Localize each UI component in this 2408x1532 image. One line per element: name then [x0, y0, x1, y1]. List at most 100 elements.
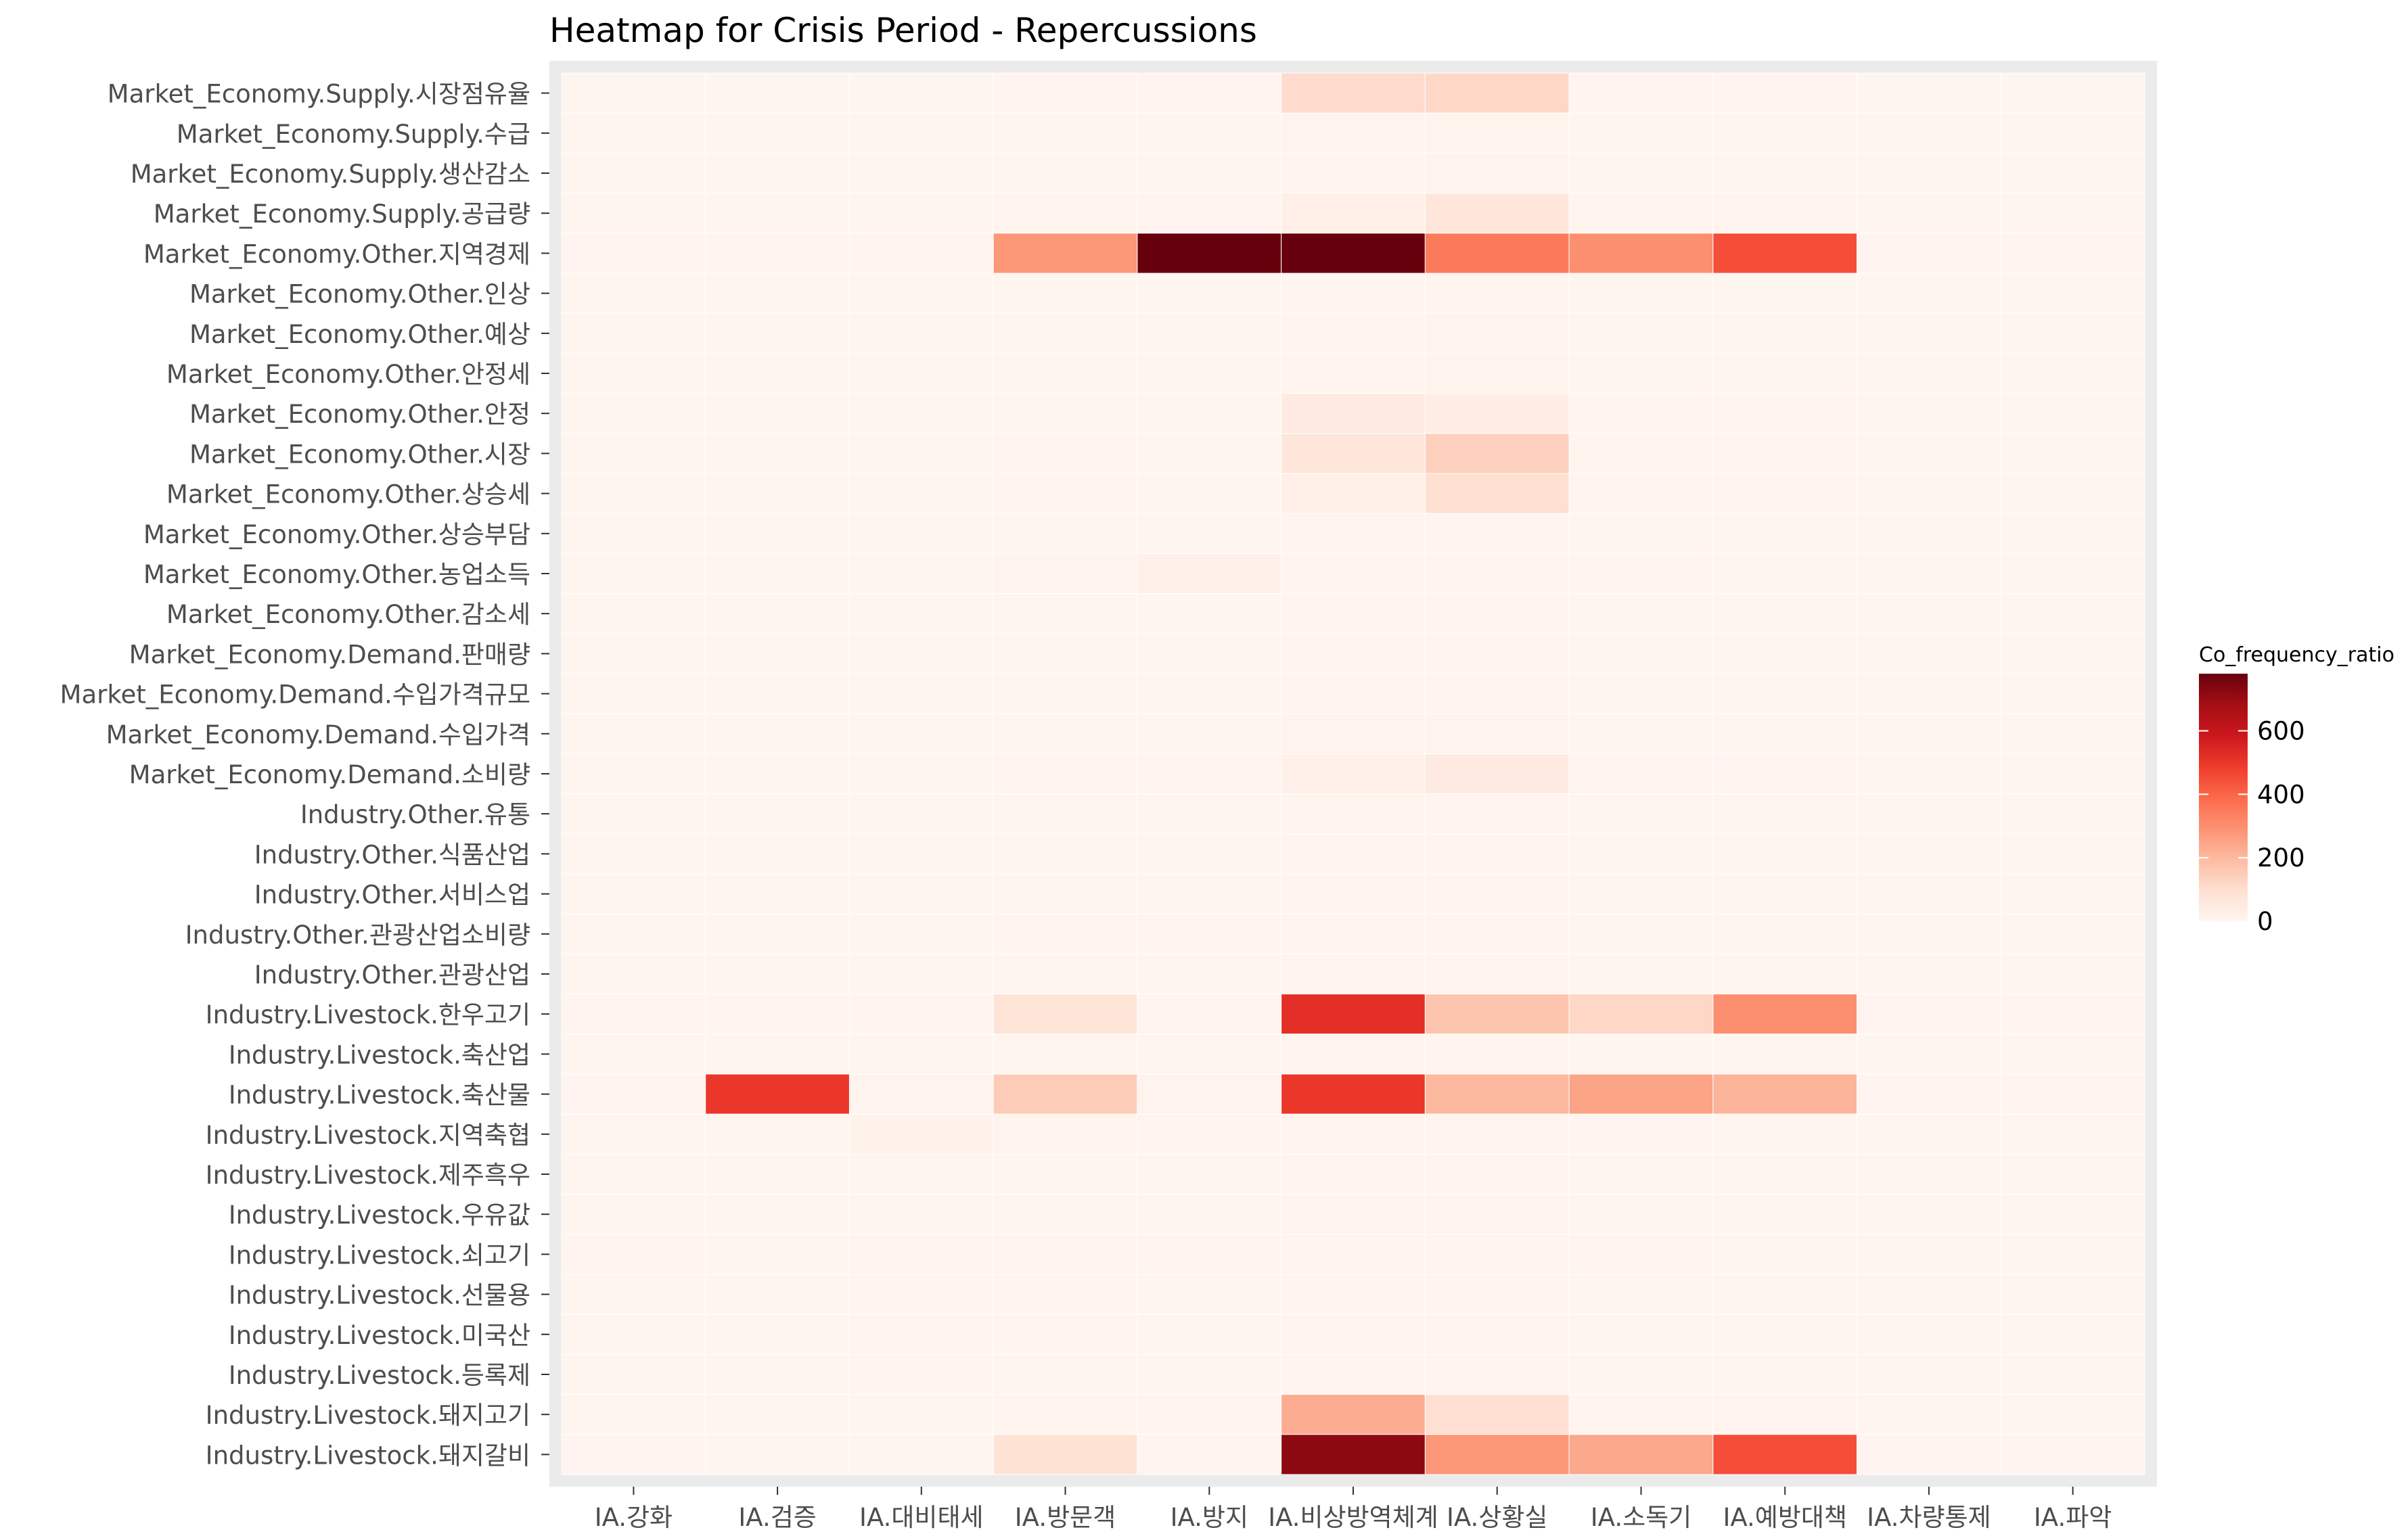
heatmap-cell [1712, 152, 1858, 194]
heatmap-cell [1857, 233, 2001, 274]
heatmap-cell [1712, 193, 1858, 234]
heatmap-cell [1137, 673, 1282, 714]
heatmap-cell [1712, 913, 1858, 954]
heatmap-cell [1281, 1353, 1426, 1395]
heatmap-cell [1281, 352, 1426, 394]
heatmap-cell [993, 553, 1138, 595]
heatmap-cell [848, 793, 994, 835]
heatmap-cell [1857, 913, 2001, 954]
heatmap-cell [1857, 1394, 2001, 1435]
heatmap-cell [993, 1153, 1138, 1195]
heatmap-cell [1857, 352, 2001, 394]
heatmap-cell [1137, 433, 1282, 474]
heatmap-cell [848, 673, 994, 714]
heatmap-cell [1137, 593, 1282, 634]
heatmap-cell [1712, 793, 1858, 835]
legend-title: Co_frequency_ratio [2199, 643, 2394, 667]
heatmap-cell [2000, 753, 2145, 795]
heatmap-cell [848, 633, 994, 674]
heatmap-cell [1424, 312, 1570, 354]
heatmap-cell [1424, 433, 1570, 474]
heatmap-cell [705, 1353, 850, 1395]
heatmap-cell [1712, 673, 1858, 714]
y-tick-label: Market_Economy.Demand.수입가격규모 [60, 680, 530, 710]
heatmap-cell [2000, 273, 2145, 314]
heatmap-cell [993, 1314, 1138, 1355]
heatmap-cell [993, 152, 1138, 194]
heatmap-cell [2000, 1353, 2145, 1395]
heatmap-cell [1712, 833, 1858, 875]
heatmap-cell [2000, 793, 2145, 835]
heatmap-cell [1281, 233, 1426, 274]
heatmap-cell [993, 673, 1138, 714]
heatmap-cell [1281, 393, 1426, 434]
heatmap-cell [2000, 553, 2145, 595]
heatmap-cell [705, 1113, 850, 1155]
heatmap-cell [993, 1274, 1138, 1315]
heatmap-cell [1857, 1353, 2001, 1395]
heatmap-cell [993, 833, 1138, 875]
heatmap-cell [1424, 1274, 1570, 1315]
y-axis-labels: Market_Economy.Supply.시장점유율 Market_Econom… [60, 80, 549, 1470]
heatmap-cell [1137, 953, 1282, 995]
heatmap-cell [2000, 673, 2145, 714]
heatmap-cell [1281, 994, 1426, 1035]
x-tick-label: IA.대비태세 [859, 1503, 984, 1532]
heatmap-cell [2000, 1113, 2145, 1155]
heatmap-cell [561, 513, 706, 554]
heatmap-cell [1712, 953, 1858, 995]
heatmap-cell [2000, 112, 2145, 154]
heatmap-cell [1568, 593, 1714, 634]
legend-tick-label: 400 [2257, 780, 2305, 809]
heatmap-cell [705, 1314, 850, 1355]
heatmap-cell [705, 193, 850, 234]
heatmap-cell [1137, 994, 1282, 1035]
heatmap-cell [1137, 913, 1282, 954]
heatmap-cell [705, 994, 850, 1035]
heatmap-cell [1281, 953, 1426, 995]
heatmap-cell [1712, 1353, 1858, 1395]
heatmap-cell [561, 593, 706, 634]
heatmap-cell [1712, 1194, 1858, 1235]
heatmap-cell [561, 1153, 706, 1195]
heatmap-cell [993, 1234, 1138, 1275]
y-tick-label: Industry.Livestock.축산업 [229, 1040, 530, 1069]
heatmap-cell [1281, 193, 1426, 234]
y-tick-label: Market_Economy.Other.상승부담 [143, 520, 530, 549]
heatmap-cell [705, 233, 850, 274]
heatmap-cell [848, 1353, 994, 1395]
heatmap-cell [705, 72, 850, 114]
heatmap-cell [1281, 793, 1426, 835]
heatmap-cell [561, 753, 706, 795]
heatmap-cell [1424, 112, 1570, 154]
heatmap-cell [1712, 233, 1858, 274]
heatmap-cell [705, 793, 850, 835]
heatmap-cell [848, 713, 994, 754]
heatmap-cell [705, 352, 850, 394]
y-tick-label: Industry.Livestock.등록제 [229, 1361, 530, 1390]
heatmap-cell [1424, 1034, 1570, 1075]
heatmap-cell [1424, 1153, 1570, 1195]
heatmap-cell [1137, 793, 1282, 835]
heatmap-cell [561, 1314, 706, 1355]
heatmap-cell [1712, 633, 1858, 674]
heatmap-cell [1137, 1113, 1282, 1155]
heatmap-cell [993, 1434, 1138, 1475]
heatmap-cell [705, 1153, 850, 1195]
heatmap-cell [1712, 1034, 1858, 1075]
heatmap-cell [1281, 593, 1426, 634]
heatmap-cell [1857, 273, 2001, 314]
heatmap-cell [705, 713, 850, 754]
heatmap-cell [1424, 1394, 1570, 1435]
heatmap-cell [1568, 1434, 1714, 1475]
heatmap-cell [1137, 72, 1282, 114]
heatmap-cell [1857, 633, 2001, 674]
heatmap-cell [1857, 433, 2001, 474]
heatmap-cell [993, 1113, 1138, 1155]
heatmap-cell [705, 1234, 850, 1275]
heatmap-cell [848, 1194, 994, 1235]
heatmap-cell [1281, 673, 1426, 714]
heatmap-cell [1712, 1314, 1858, 1355]
heatmap-cell [561, 312, 706, 354]
heatmap-cell [848, 833, 994, 875]
